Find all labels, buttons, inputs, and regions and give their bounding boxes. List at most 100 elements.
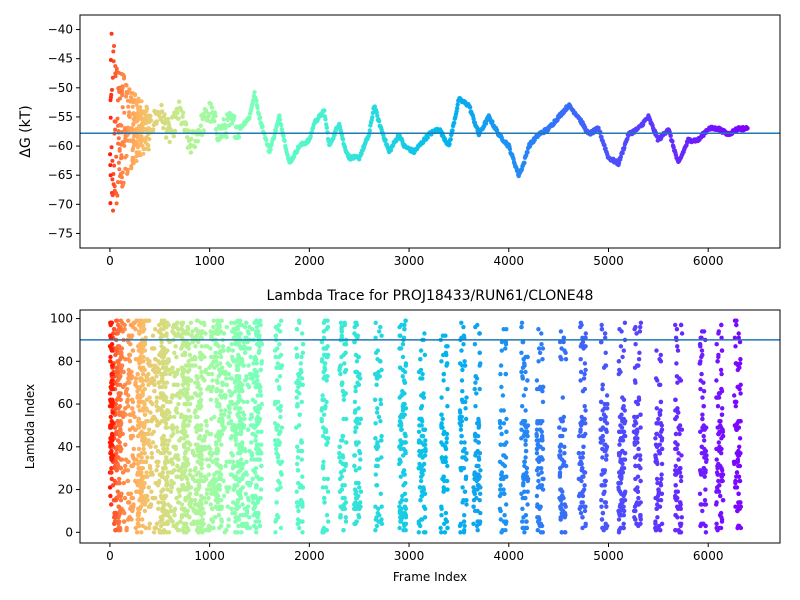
lambda-point — [342, 506, 348, 511]
lambda-point — [379, 504, 384, 509]
lambda-point — [504, 440, 509, 445]
lambda-point — [165, 487, 170, 492]
lambda-point — [520, 404, 525, 409]
lambda-point — [353, 384, 358, 390]
lambda-point — [147, 427, 152, 432]
lambda-point — [472, 472, 477, 477]
lambda-point — [580, 451, 586, 456]
lambda-point — [620, 406, 626, 411]
lambda-point — [278, 485, 283, 490]
delta-g-point — [745, 126, 750, 131]
delta-g-point — [120, 85, 125, 90]
lambda-point — [136, 489, 141, 494]
lambda-point — [154, 395, 160, 400]
delta-g-point — [165, 116, 171, 122]
lambda-point — [659, 446, 665, 452]
lambda-point — [156, 329, 161, 334]
lambda-point — [274, 446, 279, 452]
y-tick-label: −50 — [48, 81, 73, 95]
delta-g-point — [134, 159, 139, 163]
lambda-point — [338, 371, 343, 377]
lambda-point — [421, 504, 427, 509]
lambda-point — [461, 324, 466, 330]
lambda-point — [181, 436, 187, 441]
lambda-point — [182, 455, 187, 460]
lambda-point — [148, 444, 153, 449]
lambda-point — [233, 384, 239, 390]
lambda-point — [258, 487, 264, 492]
lambda-point — [159, 339, 164, 345]
lambda-point — [220, 344, 226, 349]
top-panel: 0 1000 2000 3000 4000 5000 6000 −75−70−65−60−5… — [18, 14, 781, 268]
lambda-point — [616, 517, 622, 522]
lambda-point — [536, 478, 541, 484]
lambda-point — [537, 483, 543, 488]
lambda-point — [251, 380, 256, 385]
delta-g-point — [161, 126, 166, 131]
lambda-point — [325, 318, 330, 323]
delta-g-point — [114, 191, 118, 196]
x-tick-label: 4000 — [494, 254, 525, 268]
lambda-point — [579, 500, 584, 505]
lambda-point — [582, 508, 588, 514]
lambda-point — [719, 451, 724, 456]
lambda-point — [296, 508, 301, 514]
lambda-point — [719, 466, 724, 471]
delta-g-point — [123, 155, 128, 160]
lambda-point — [297, 423, 302, 428]
delta-g-point — [383, 137, 388, 143]
lambda-point — [656, 416, 661, 422]
lambda-point — [498, 425, 503, 430]
lambda-point — [733, 478, 738, 484]
lambda-point — [202, 474, 208, 479]
lambda-point — [180, 483, 185, 488]
lambda-point — [148, 410, 153, 415]
lambda-point — [524, 466, 530, 471]
lambda-point — [720, 478, 725, 484]
lambda-point — [242, 324, 248, 330]
lambda-point — [148, 399, 153, 405]
lambda-point — [278, 329, 283, 334]
lambda-point — [379, 433, 384, 439]
lambda-point — [198, 352, 204, 358]
delta-g-point — [123, 82, 128, 87]
lambda-point — [225, 504, 230, 509]
lambda-point — [442, 530, 448, 535]
lambda-point — [299, 354, 304, 360]
lambda-point — [423, 438, 428, 443]
lambda-point — [172, 350, 177, 355]
lambda-point — [718, 525, 724, 531]
lambda-points — [107, 318, 744, 535]
lambda-point — [342, 361, 347, 366]
lambda-point — [373, 504, 378, 509]
lambda-point — [202, 354, 207, 360]
lambda-point — [344, 440, 349, 445]
lambda-point — [192, 498, 198, 503]
lambda-point — [319, 339, 325, 345]
lambda-point — [403, 498, 409, 503]
lambda-point — [376, 414, 382, 420]
lambda-point — [126, 367, 131, 373]
lambda-point — [402, 412, 407, 417]
lambda-point — [604, 457, 609, 462]
lambda-point — [108, 493, 113, 499]
delta-g-point — [198, 123, 203, 128]
lambda-point — [700, 470, 706, 475]
delta-g-point — [195, 139, 201, 144]
lambda-point — [560, 395, 565, 400]
lambda-point — [295, 455, 300, 460]
lambda-point — [214, 386, 220, 392]
top-y-ticks: −75−70−65−60−55−50−45−40 — [48, 23, 80, 240]
lambda-point — [194, 318, 200, 323]
lambda-point — [160, 530, 166, 535]
lambda-point — [122, 327, 127, 332]
delta-g-point — [131, 161, 136, 166]
lambda-point — [175, 333, 180, 338]
lambda-point — [341, 416, 346, 422]
lambda-point — [117, 480, 122, 486]
lambda-point — [139, 530, 144, 535]
lambda-point — [324, 513, 330, 518]
lambda-point — [179, 476, 184, 482]
lambda-point — [525, 489, 530, 494]
delta-g-point — [122, 143, 127, 148]
